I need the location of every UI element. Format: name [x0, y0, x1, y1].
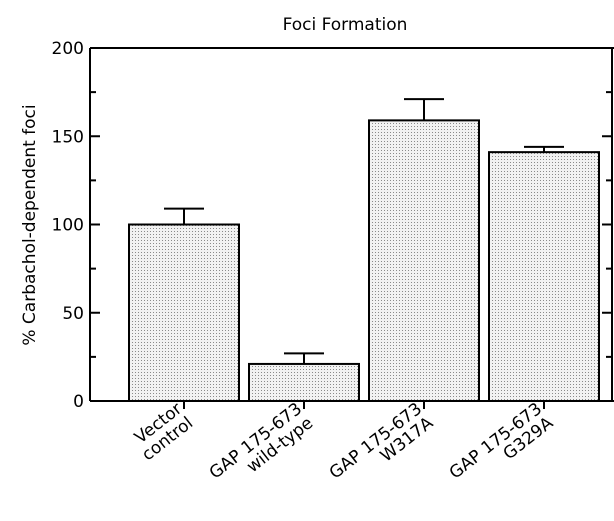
bars	[128, 119, 600, 403]
x-tick-label-text: GAP 175-673wild-type	[206, 399, 317, 498]
y-tick-label: 150	[52, 127, 84, 147]
x-tick-label-text: Vectorcontrol	[127, 399, 197, 465]
chart-title: Foci Formation	[283, 15, 408, 35]
y-axis-label: % Carbachol-dependent foci	[20, 104, 40, 345]
y-ticks: 0 50 100 150 200	[52, 39, 612, 412]
x-tick-label: Vectorcontrol	[127, 399, 197, 465]
y-tick-label: 100	[52, 216, 84, 236]
x-tick-label: GAP 175-673W317A	[326, 399, 438, 498]
y-tick-label: 200	[52, 39, 84, 59]
x-tick-label: GAP 175-673wild-type	[206, 399, 317, 498]
bar	[488, 151, 600, 402]
x-tick-label: GAP 175-673G329A	[446, 399, 558, 498]
error-bars	[164, 98, 564, 364]
y-tick-label: 50	[62, 304, 84, 324]
x-tick-label-text: GAP 175-673G329A	[446, 399, 558, 498]
bar	[368, 119, 480, 403]
y-tick-label: 0	[73, 392, 84, 412]
bar	[248, 362, 360, 402]
bar	[128, 223, 240, 402]
x-tick-labels: Vectorcontrol GAP 175-673wild-type GAP 175…	[127, 399, 558, 498]
x-tick-label-text: GAP 175-673W317A	[326, 399, 438, 498]
